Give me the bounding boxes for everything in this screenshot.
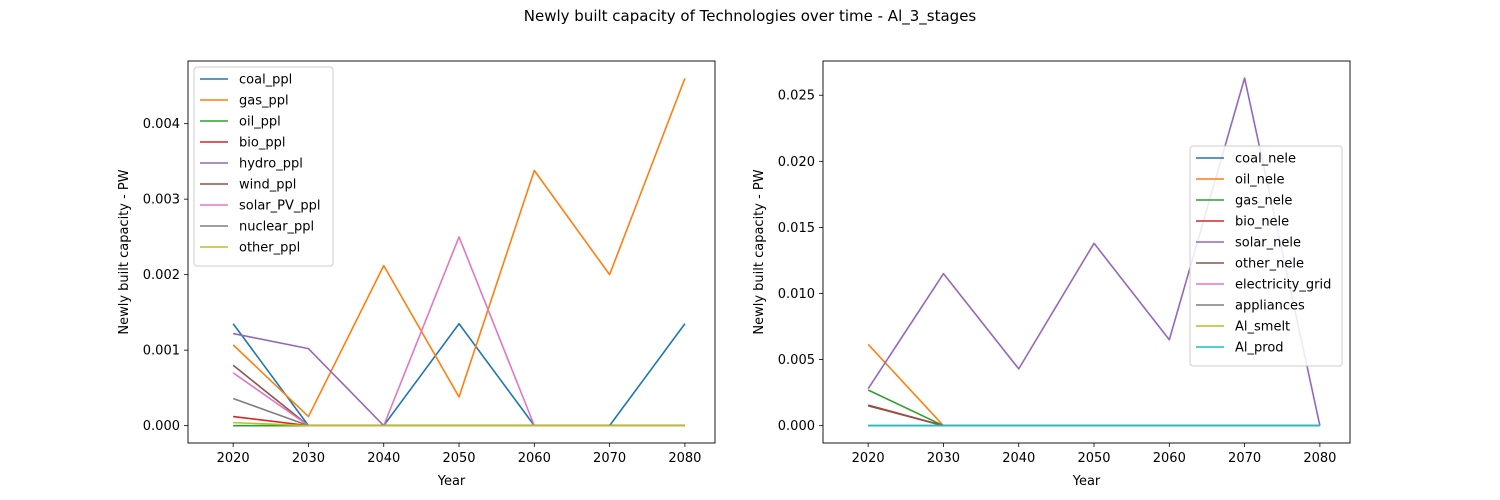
- x-tick-label: 2030: [927, 451, 960, 466]
- x-tick-label: 2020: [852, 451, 885, 466]
- x-tick-label: 2040: [1002, 451, 1035, 466]
- legend-label-coal_nele: coal_nele: [1235, 152, 1296, 167]
- y-tick-label: 0.020: [778, 155, 815, 170]
- y-axis-label: Newly built capacity - PW: [117, 169, 132, 334]
- figure-title: Newly built capacity of Technologies ove…: [523, 7, 977, 25]
- legend-label-hydro_ppl: hydro_ppl: [239, 157, 303, 172]
- y-axis-label: Newly built capacity - PW: [752, 169, 767, 334]
- series-line-gas_ppl: [232, 78, 686, 418]
- y-tick-label: 0.000: [143, 419, 180, 434]
- series-line-nuclear_ppl: [232, 397, 685, 427]
- series-group: [232, 78, 686, 427]
- chart-2: 2020 2030 2040 2050 2060 2070 2080 0.000 0.005 0.…: [752, 60, 1351, 489]
- legend-label-coal_ppl: coal_ppl: [239, 73, 292, 88]
- y-tick-label: 0.003: [143, 193, 180, 208]
- chart-1: 2020 2030 2040 2050 2060 2070 2080 0.000 0.001 0.…: [117, 60, 716, 489]
- legend-label-bio_ppl: bio_ppl: [239, 136, 285, 151]
- plot-frame: [187, 60, 716, 444]
- x-tick-label: 2060: [518, 451, 551, 466]
- legend-label-wind_ppl: wind_ppl: [239, 178, 296, 193]
- y-tick-label: 0.002: [143, 268, 180, 283]
- series-line-solar_nele: [867, 77, 1321, 426]
- x-tick-label: 2080: [1303, 451, 1336, 466]
- legend: coal_nele oil_nele gas_nele bio_nele solar_n…: [1189, 145, 1343, 367]
- x-tick-label: 2030: [292, 451, 325, 466]
- x-tick-label: 2060: [1153, 451, 1186, 466]
- series-line-hydro_ppl: [233, 332, 685, 427]
- legend-label-oil_ppl: oil_ppl: [239, 115, 281, 130]
- legend-label-solar_nele: solar_nele: [1235, 236, 1301, 251]
- legend-label-solar_PV_ppl: solar_PV_ppl: [239, 199, 321, 214]
- legend-label-other_ppl: other_ppl: [239, 241, 300, 256]
- x-tick-label: 2050: [442, 451, 475, 466]
- legend-label-oil_nele: oil_nele: [1235, 173, 1285, 188]
- y-tick-label: 0.004: [143, 117, 180, 132]
- legend-box: [193, 66, 334, 267]
- x-tick-label: 2080: [668, 451, 701, 466]
- legend-label-other_nele: other_nele: [1235, 257, 1304, 272]
- legend-label-gas_ppl: gas_ppl: [239, 94, 289, 109]
- y-tick-label: 0.015: [778, 221, 815, 236]
- legend-label-nuclear_ppl: nuclear_ppl: [239, 220, 314, 235]
- legend-label-appliances: appliances: [1235, 299, 1305, 314]
- legend-label-Al_prod: Al_prod: [1235, 341, 1284, 356]
- plot-frame: [822, 60, 1351, 444]
- x-tick-label: 2040: [367, 451, 400, 466]
- legend-box: [1189, 145, 1343, 367]
- y-tick-label: 0.001: [143, 344, 180, 359]
- legend-label-bio_nele: bio_nele: [1235, 215, 1289, 230]
- y-tick-label: 0.000: [778, 419, 815, 434]
- x-axis-label: Year: [437, 474, 466, 489]
- series-line-other_ppl: [233, 421, 685, 427]
- series-line-gas_nele: [867, 389, 1320, 427]
- legend: coal_ppl gas_ppl oil_ppl bio_ppl hydro_pplwi…: [193, 66, 334, 267]
- x-axis-label: Year: [1072, 474, 1101, 489]
- x-tick-label: 2020: [217, 451, 250, 466]
- y-tick-label: 0.025: [778, 89, 815, 104]
- series-group: [867, 77, 1321, 427]
- x-tick-label: 2050: [1077, 451, 1110, 466]
- y-tick-label: 0.005: [778, 353, 815, 368]
- x-tick-label: 2070: [593, 451, 626, 466]
- legend-label-Al_smelt: Al_smelt: [1235, 320, 1290, 335]
- x-tick-label: 2070: [1228, 451, 1261, 466]
- legend-label-electricity_grid: electricity_grid: [1235, 278, 1331, 293]
- y-tick-label: 0.010: [778, 287, 815, 302]
- legend-label-gas_nele: gas_nele: [1235, 194, 1292, 209]
